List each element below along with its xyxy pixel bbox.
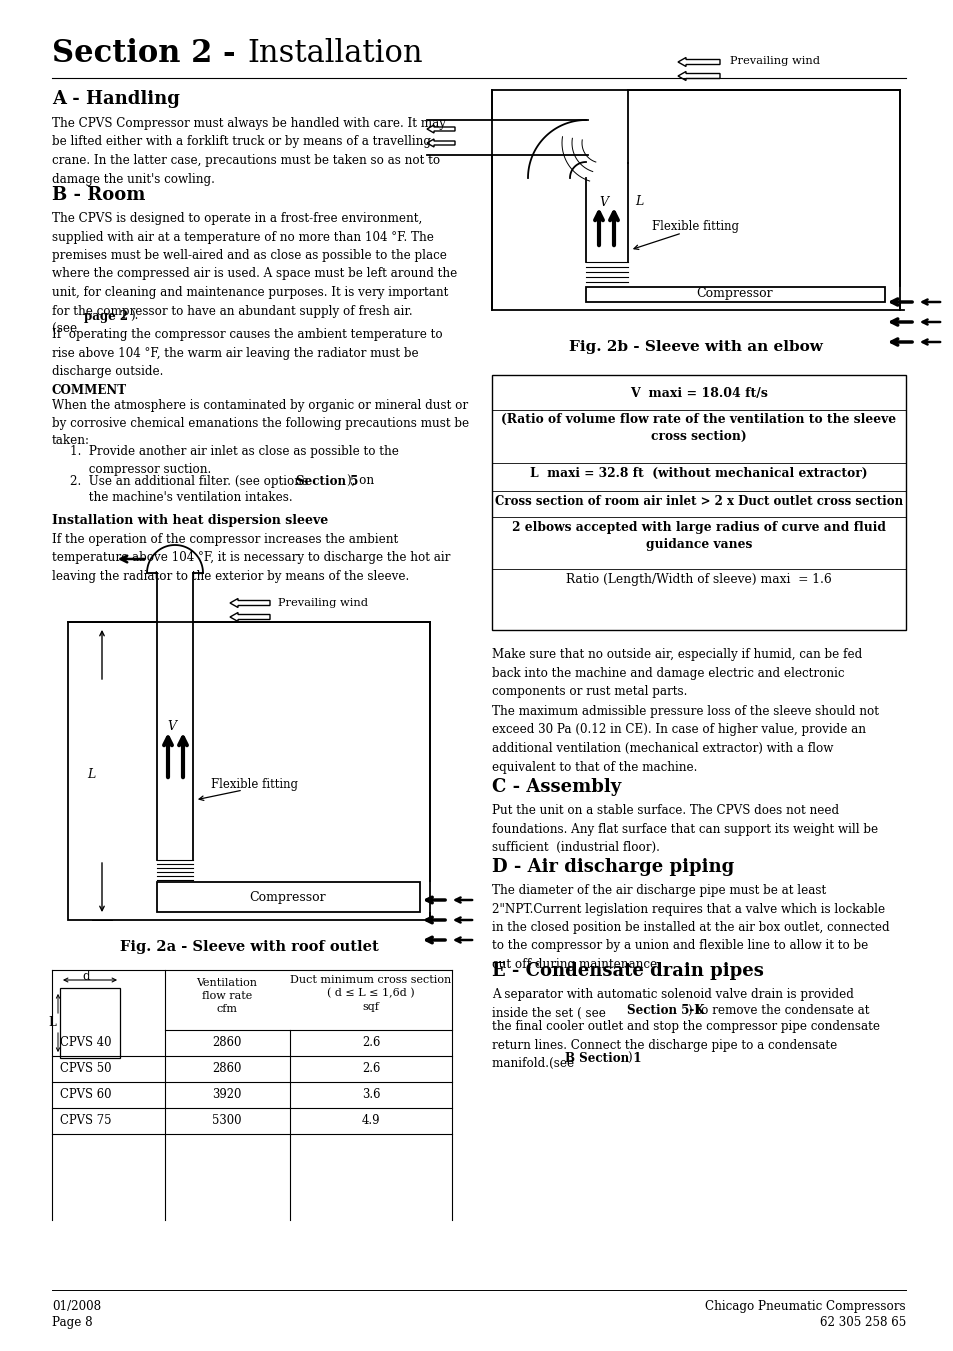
Text: Installation with heat dispersion sleeve: Installation with heat dispersion sleeve — [52, 513, 328, 527]
Text: Section 2 -: Section 2 - — [52, 38, 246, 69]
Text: D - Air discharge piping: D - Air discharge piping — [492, 858, 734, 875]
Text: ): ) — [626, 1052, 631, 1065]
Text: Compressor: Compressor — [250, 890, 326, 904]
Text: B Section 1: B Section 1 — [564, 1052, 640, 1065]
Text: C - Assembly: C - Assembly — [492, 778, 620, 796]
FancyArrow shape — [678, 72, 720, 81]
Text: (Ratio of volume flow rate of the ventilation to the sleeve
cross section): (Ratio of volume flow rate of the ventil… — [501, 413, 896, 443]
Text: L: L — [635, 195, 642, 208]
Text: Ventilation
flow rate
cfm: Ventilation flow rate cfm — [196, 978, 257, 1015]
Text: Chicago Pneumatic Compressors: Chicago Pneumatic Compressors — [704, 1300, 905, 1313]
Text: V: V — [598, 196, 607, 209]
Text: If  operating the compressor causes the ambient temperature to
rise above 104 °F: If operating the compressor causes the a… — [52, 328, 442, 378]
Text: Prevailing wind: Prevailing wind — [729, 55, 820, 66]
Text: The CPVS Compressor must always be handled with care. It may
be lifted either wi: The CPVS Compressor must always be handl… — [52, 118, 446, 185]
Text: The maximum admissible pressure loss of the sleeve should not
exceed 30 Pa (0.12: The maximum admissible pressure loss of … — [492, 705, 878, 774]
Text: 3920: 3920 — [213, 1089, 241, 1101]
Text: L: L — [87, 767, 95, 781]
FancyArrow shape — [427, 139, 455, 147]
Text: ) to remove the condensate at: ) to remove the condensate at — [687, 1004, 868, 1017]
Text: Duct minimum cross section
( d ≤ L ≤ 1,6d )
sqf: Duct minimum cross section ( d ≤ L ≤ 1,6… — [290, 975, 451, 1012]
Text: 2 elbows accepted with large radius of curve and fluid
guidance vanes: 2 elbows accepted with large radius of c… — [512, 521, 885, 551]
Text: CPVS 50: CPVS 50 — [60, 1062, 112, 1075]
Text: Compressor: Compressor — [696, 288, 773, 300]
Text: 1.  Provide another air inlet as close as possible to the
     compressor suctio: 1. Provide another air inlet as close as… — [70, 444, 398, 477]
FancyArrow shape — [230, 598, 270, 608]
Text: A - Handling: A - Handling — [52, 91, 180, 108]
FancyArrow shape — [678, 58, 720, 66]
Text: ).: ). — [130, 309, 138, 323]
Text: CPVS 40: CPVS 40 — [60, 1036, 112, 1050]
Text: Put the unit on a stable surface. The CPVS does not need
foundations. Any flat s: Put the unit on a stable surface. The CP… — [492, 804, 877, 854]
Text: The diameter of the air discharge pipe must be at least
2"NPT.Current legislatio: The diameter of the air discharge pipe m… — [492, 884, 889, 971]
Text: 01/2008: 01/2008 — [52, 1300, 101, 1313]
Text: 4.9: 4.9 — [361, 1115, 380, 1128]
Text: V  maxi = 18.04 ft/s: V maxi = 18.04 ft/s — [629, 386, 767, 400]
Text: 2.6: 2.6 — [361, 1036, 380, 1050]
Text: CPVS 75: CPVS 75 — [60, 1115, 112, 1128]
Text: 62 305 258 65: 62 305 258 65 — [819, 1316, 905, 1329]
Text: 2.  Use an additional filter. (see options: 2. Use an additional filter. (see option… — [70, 476, 312, 488]
Text: page 2: page 2 — [84, 309, 128, 323]
Text: L: L — [48, 1016, 56, 1029]
Text: Fig. 2b - Sleeve with an elbow: Fig. 2b - Sleeve with an elbow — [569, 340, 822, 354]
Text: A separator with automatic solenoid valve drain is provided
inside the set ( see: A separator with automatic solenoid valv… — [492, 988, 853, 1020]
Text: the machine's ventilation intakes.: the machine's ventilation intakes. — [70, 490, 293, 504]
Text: B - Room: B - Room — [52, 186, 145, 204]
Text: Cross section of room air inlet > 2 x Duct outlet cross section: Cross section of room air inlet > 2 x Du… — [495, 494, 902, 508]
Text: CPVS 60: CPVS 60 — [60, 1089, 112, 1101]
Text: Make sure that no outside air, especially if humid, can be fed
back into the mac: Make sure that no outside air, especiall… — [492, 648, 862, 698]
Text: Installation: Installation — [247, 38, 422, 69]
Text: the final cooler outlet and stop the compressor pipe condensate
return lines. Co: the final cooler outlet and stop the com… — [492, 1020, 879, 1070]
Text: Section 5-K: Section 5-K — [626, 1004, 704, 1017]
Text: 3.6: 3.6 — [361, 1089, 380, 1101]
Text: COMMENT: COMMENT — [52, 384, 127, 397]
Text: E - Condensate drain pipes: E - Condensate drain pipes — [492, 962, 763, 979]
FancyArrow shape — [230, 612, 270, 621]
Text: 2860: 2860 — [213, 1036, 241, 1050]
Text: When the atmosphere is contaminated by organic or mineral dust or
by corrosive c: When the atmosphere is contaminated by o… — [52, 399, 469, 447]
FancyArrow shape — [427, 126, 455, 132]
Text: d: d — [82, 970, 90, 984]
Text: The CPVS is designed to operate in a frost-free environment,
supplied with air a: The CPVS is designed to operate in a fro… — [52, 212, 456, 336]
Text: Flexible fitting: Flexible fitting — [651, 220, 739, 232]
Text: V: V — [167, 720, 175, 734]
Text: Flexible fitting: Flexible fitting — [211, 778, 297, 790]
Text: 5300: 5300 — [212, 1115, 241, 1128]
Text: Section 5: Section 5 — [295, 476, 358, 488]
Text: L  maxi = 32.8 ft  (without mechanical extractor): L maxi = 32.8 ft (without mechanical ext… — [530, 467, 867, 480]
Text: Ratio (Length/Width of sleeve) maxi  = 1.6: Ratio (Length/Width of sleeve) maxi = 1.… — [565, 573, 831, 586]
Text: 2.6: 2.6 — [361, 1062, 380, 1075]
Text: If the operation of the compressor increases the ambient
temperature above 104 °: If the operation of the compressor incre… — [52, 534, 450, 584]
Text: Page 8: Page 8 — [52, 1316, 92, 1329]
Text: ), on: ), on — [347, 476, 374, 488]
Text: 2860: 2860 — [213, 1062, 241, 1075]
Text: Prevailing wind: Prevailing wind — [277, 598, 368, 608]
Text: Fig. 2a - Sleeve with roof outlet: Fig. 2a - Sleeve with roof outlet — [119, 940, 378, 954]
